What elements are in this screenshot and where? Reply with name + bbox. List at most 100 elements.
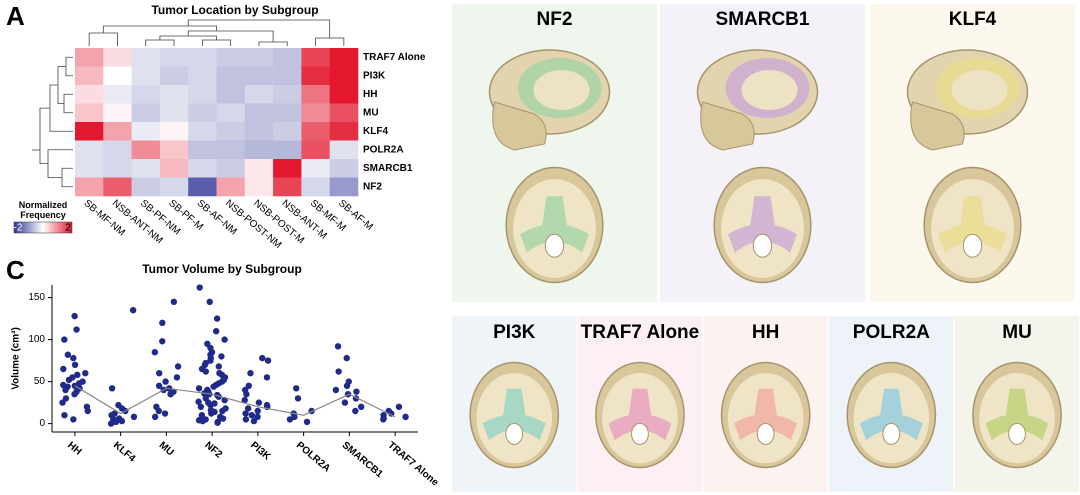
heatmap-cell — [75, 177, 104, 197]
point — [64, 351, 72, 358]
heatmap-cell — [329, 159, 359, 178]
foramen — [882, 422, 901, 445]
heatmap-cell — [188, 159, 217, 178]
point — [242, 410, 249, 417]
heatmap-cell — [301, 66, 330, 86]
panel-label: A — [6, 1, 25, 31]
point — [62, 386, 69, 394]
tile-label: POLR2A — [853, 322, 930, 343]
foramen — [544, 233, 565, 258]
heatmap-cell — [216, 85, 246, 104]
point — [335, 368, 342, 375]
jaw — [700, 101, 755, 151]
point — [159, 319, 166, 326]
heatmap-cell — [216, 159, 246, 178]
heatmap-cell — [244, 85, 274, 104]
heatmap-title: Tumor Location by Subgroup — [151, 3, 318, 17]
point — [341, 399, 349, 406]
jaw — [910, 101, 965, 151]
heatmap-cell — [273, 140, 302, 160]
column-dendrogram — [88, 19, 345, 46]
x-tick-label: POLR2A — [294, 440, 332, 474]
highlight-region — [859, 388, 923, 441]
x-tick-label: PI3K — [248, 440, 273, 463]
heatmap-cell — [216, 103, 246, 123]
heatmap-cell — [131, 85, 161, 104]
point — [395, 403, 403, 410]
heatmap-cell — [273, 103, 302, 123]
heatmap-cell — [216, 66, 246, 86]
row-label: NF2 — [363, 181, 382, 192]
foramen — [962, 233, 983, 258]
point — [212, 328, 220, 335]
point — [264, 357, 272, 364]
point — [208, 410, 215, 417]
point — [195, 385, 203, 392]
heatmap-cell — [75, 48, 104, 67]
heatmap-cell — [329, 85, 359, 104]
heatmap-cell — [329, 66, 359, 86]
point — [245, 382, 252, 389]
y-tick-label: 100 — [28, 334, 45, 345]
point — [286, 416, 294, 423]
heatmap-cell — [301, 177, 330, 197]
heatmap-cell — [103, 177, 132, 197]
row-label: KLF4 — [363, 126, 388, 137]
heatmap-cell — [159, 85, 189, 104]
point — [60, 365, 67, 373]
point — [259, 354, 266, 362]
point — [219, 407, 226, 415]
heatmap-cell — [103, 48, 132, 67]
panel-label: C — [6, 255, 25, 285]
highlight-region — [734, 388, 798, 441]
heatmap-cell — [273, 177, 302, 197]
tile-label: HH — [752, 322, 779, 343]
median-line — [74, 385, 396, 418]
point — [241, 396, 248, 404]
y-axis-label: Volume (cm³) — [11, 327, 22, 390]
point — [255, 399, 263, 406]
heatmap-cell — [216, 122, 246, 141]
x-tick-label: HH — [65, 440, 83, 458]
point — [380, 416, 387, 423]
point — [129, 307, 137, 314]
point — [332, 386, 340, 394]
x-tick-label: NF2 — [202, 440, 224, 461]
heatmap-cell — [188, 66, 217, 86]
point — [65, 376, 73, 384]
heatmap-cell — [301, 48, 330, 67]
y-tick-label: 50 — [34, 376, 46, 387]
row-label: SMARCB1 — [363, 163, 413, 174]
point — [118, 417, 126, 425]
point — [71, 361, 79, 368]
point — [343, 382, 351, 389]
heatmap-cell — [103, 66, 132, 86]
colorbar-tick-label: 2 — [65, 223, 71, 234]
tile-label: TRAF7 Alone — [581, 322, 700, 343]
point — [197, 403, 205, 410]
heatmap-cell — [244, 66, 274, 86]
heatmap-cell — [188, 103, 217, 123]
heatmap-cell — [216, 140, 246, 160]
tile-label: PI3K — [493, 322, 536, 343]
heatmap-cell — [103, 122, 132, 141]
heatmap-cell — [244, 177, 274, 197]
heatmap-cell — [329, 48, 359, 67]
point — [242, 416, 250, 423]
foramen — [505, 422, 524, 445]
heatmap-cell — [159, 66, 189, 86]
heatmap-cell — [244, 140, 274, 160]
row-dendrogram — [39, 56, 73, 188]
highlight-region — [985, 388, 1049, 441]
point — [199, 417, 206, 425]
heatmap-cell — [273, 66, 302, 86]
tile-label: NF2 — [537, 9, 573, 30]
heatmap-cell — [273, 48, 302, 67]
heatmap-cell — [301, 159, 330, 178]
point — [196, 284, 203, 291]
heatmap-cell — [75, 140, 104, 160]
heatmap-cell — [273, 122, 302, 141]
heatmap-cell — [159, 48, 189, 67]
x-tick-label: MU — [157, 440, 176, 458]
